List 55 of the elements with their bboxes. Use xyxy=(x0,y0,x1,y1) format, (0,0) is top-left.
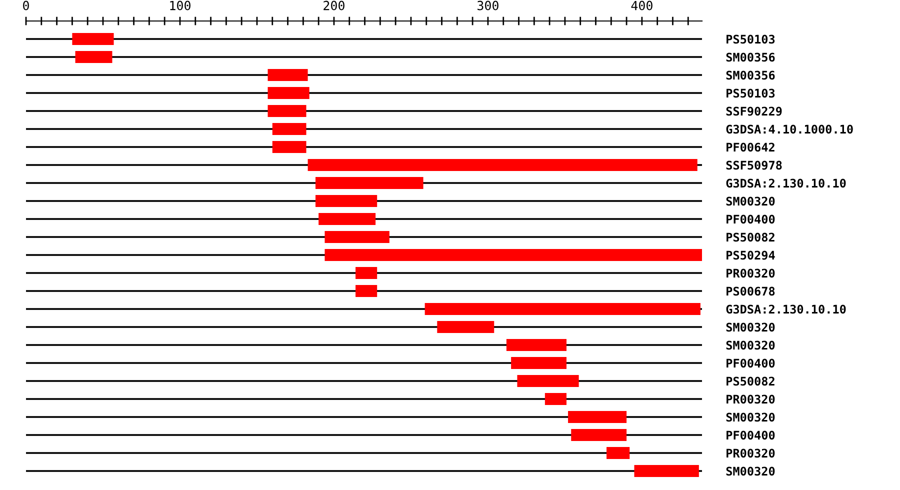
y-tick-label: PR00320 xyxy=(726,268,775,278)
y-tick-label: SM00320 xyxy=(726,196,775,206)
y-tick-label: G3DSA:2.130.10.10 xyxy=(726,178,846,188)
y-tick-label: SM00320 xyxy=(726,340,775,350)
y-tick-label: PS50103 xyxy=(726,88,775,98)
bar xyxy=(268,86,310,100)
bar xyxy=(506,338,566,352)
bar xyxy=(634,464,699,478)
y-tick-label: SM00320 xyxy=(726,322,775,332)
y-tick-label: PF00400 xyxy=(726,358,775,368)
y-tick-label: SM00320 xyxy=(726,412,775,422)
y-tick-label: PS50082 xyxy=(726,376,774,386)
y-tick-label: PF00642 xyxy=(726,142,774,152)
y-tick-label: SM00356 xyxy=(726,52,775,62)
y-tick-label: PR00320 xyxy=(726,394,775,404)
y-tick-label: SM00320 xyxy=(726,466,775,476)
y-tick-label: SSF90229 xyxy=(726,106,782,116)
x-tick-label: 400 xyxy=(631,0,652,10)
y-tick-label: PR00320 xyxy=(726,448,775,458)
bar xyxy=(268,104,306,118)
y-tick-label: G3DSA:2.130.10.10 xyxy=(726,304,846,314)
x-tick-label: 100 xyxy=(170,0,190,10)
bar xyxy=(315,176,424,190)
y-tick-label: PS50103 xyxy=(726,34,775,44)
bar xyxy=(324,230,390,244)
y-tick-label: SM00356 xyxy=(726,70,775,80)
bar xyxy=(318,212,376,226)
bar xyxy=(517,374,579,388)
y-tick-label: SSF50978 xyxy=(726,160,782,170)
bar xyxy=(72,32,114,46)
bar xyxy=(568,410,627,424)
x-tick-label: 300 xyxy=(478,0,498,10)
bar xyxy=(75,50,112,64)
bar xyxy=(356,266,378,280)
bar xyxy=(511,356,566,370)
y-tick-label: PF00400 xyxy=(726,214,775,224)
y-tick-label: PS50294 xyxy=(726,250,775,260)
bar xyxy=(315,194,378,208)
y-tick-label: PS00678 xyxy=(726,286,775,296)
bar xyxy=(272,140,306,154)
bar xyxy=(571,428,627,442)
bar xyxy=(324,248,702,262)
bar xyxy=(308,158,698,172)
x-tick-label: 200 xyxy=(324,0,344,10)
bar xyxy=(268,68,308,82)
y-tick-label: G3DSA:4.10.1000.10 xyxy=(726,124,853,134)
bar xyxy=(424,302,700,316)
bar xyxy=(544,392,566,406)
bar xyxy=(437,320,494,334)
bar xyxy=(606,446,630,460)
y-tick-label: PF00400 xyxy=(726,430,775,440)
y-tick-label: PS50082 xyxy=(726,232,774,242)
bar xyxy=(356,284,378,298)
bar xyxy=(272,122,306,136)
x-tick-label: 0 xyxy=(23,0,29,10)
